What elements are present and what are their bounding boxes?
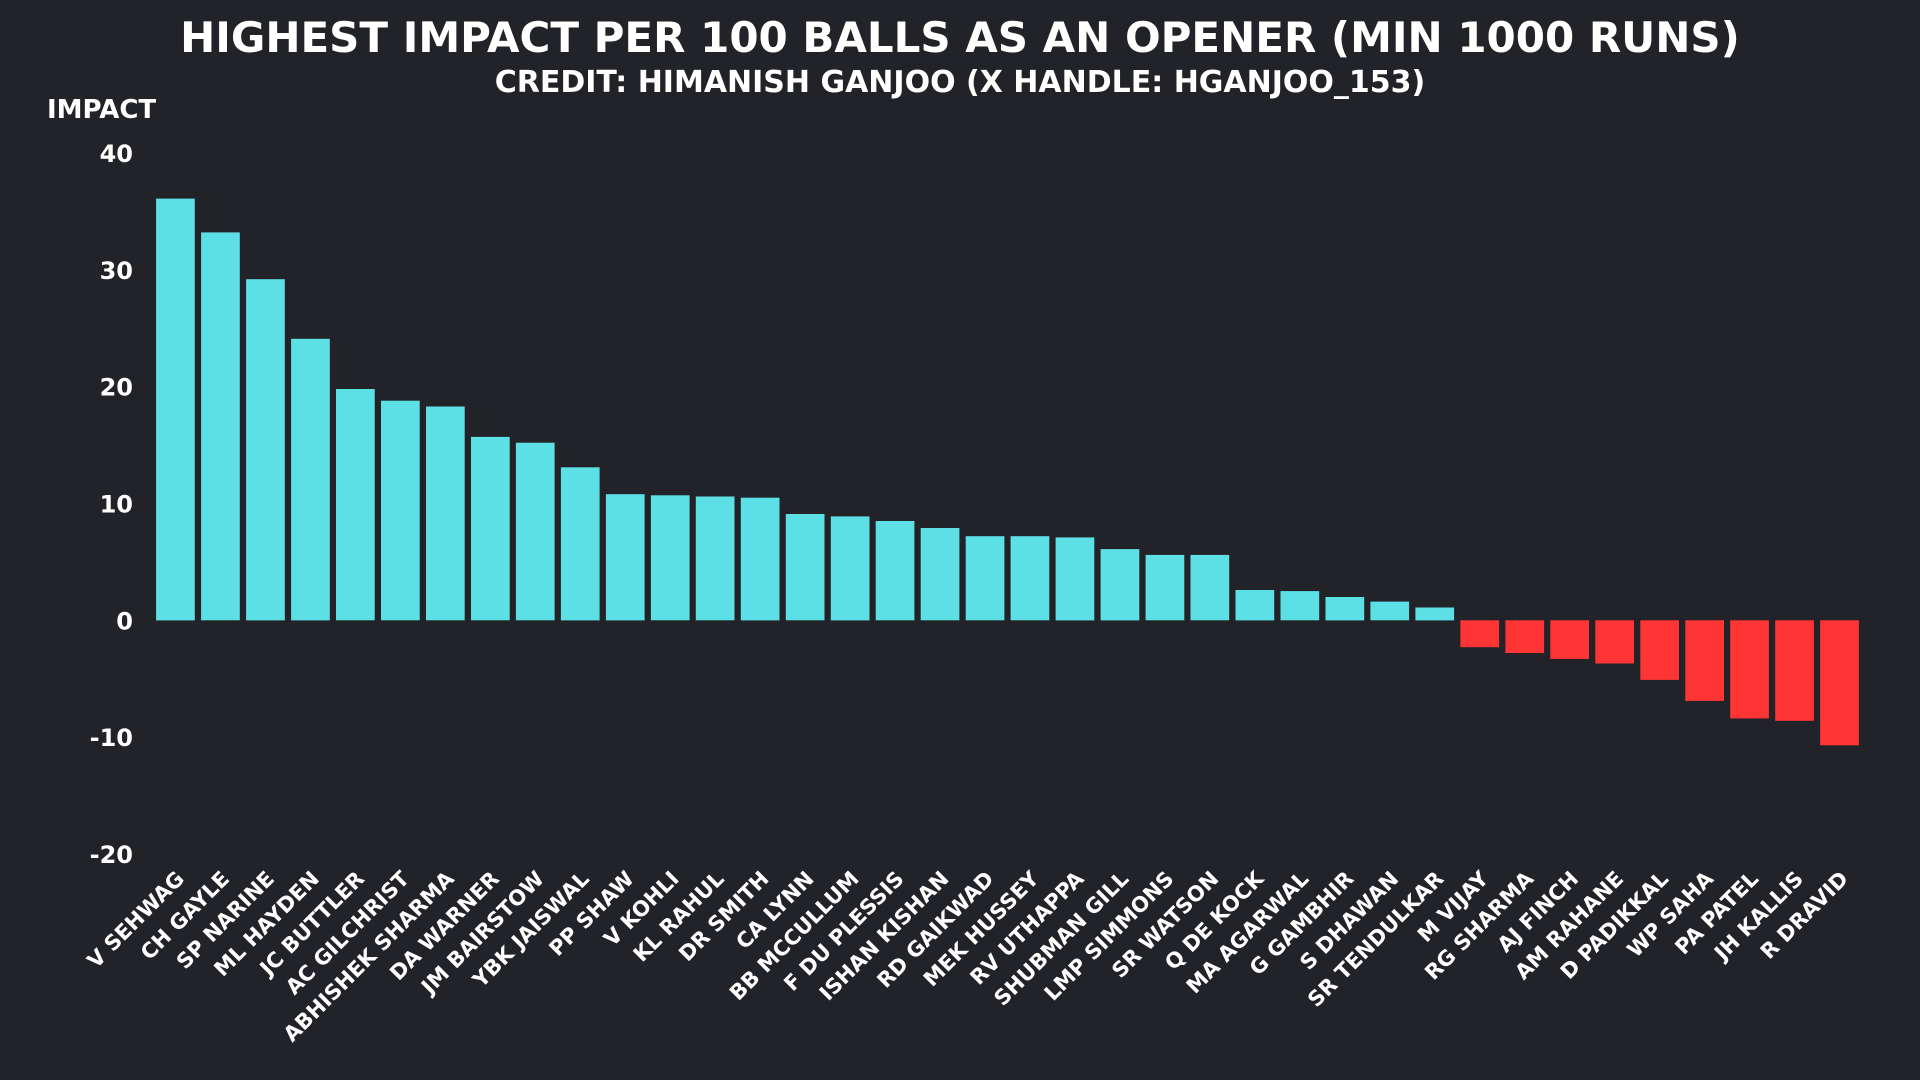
y-tick-label: 40 [100, 140, 133, 168]
bar[interactable] [1010, 536, 1050, 621]
bar[interactable] [1370, 601, 1410, 621]
bar[interactable] [336, 389, 375, 621]
bar[interactable] [875, 521, 915, 621]
bar[interactable] [1190, 554, 1230, 621]
bar[interactable] [830, 516, 870, 621]
bar[interactable] [426, 406, 465, 621]
bar[interactable] [1685, 620, 1724, 701]
chart-subtitle: CREDIT: HIMANISH GANJOO (X HANDLE: HGANJ… [495, 65, 1426, 100]
bar[interactable] [1055, 537, 1095, 621]
bar[interactable] [560, 467, 600, 621]
bar[interactable] [1640, 620, 1679, 680]
y-tick-label: 10 [100, 491, 133, 519]
bar[interactable] [1460, 620, 1500, 648]
y-tick-label: 30 [100, 257, 133, 285]
bars-group [156, 198, 1859, 746]
y-tick-label: 20 [100, 374, 133, 402]
bar[interactable] [246, 279, 285, 621]
bar[interactable] [515, 442, 555, 621]
bar[interactable] [1595, 620, 1634, 664]
bar[interactable] [1415, 607, 1455, 621]
bar[interactable] [605, 494, 645, 621]
bar[interactable] [1100, 549, 1140, 621]
bar[interactable] [1235, 590, 1275, 621]
bar[interactable] [965, 536, 1005, 621]
bar[interactable] [1145, 554, 1185, 621]
bar[interactable] [291, 338, 330, 621]
bar[interactable] [920, 528, 960, 621]
bar[interactable] [1775, 620, 1814, 721]
bar[interactable] [650, 495, 690, 621]
bar[interactable] [381, 400, 420, 621]
bar[interactable] [1505, 620, 1545, 653]
bar[interactable] [1730, 620, 1769, 719]
bar[interactable] [695, 496, 735, 621]
bar[interactable] [1325, 597, 1365, 621]
bar[interactable] [785, 514, 825, 621]
y-tick-label: 0 [116, 607, 133, 635]
bar[interactable] [1280, 591, 1320, 621]
bar[interactable] [740, 497, 780, 621]
y-tick-label: -20 [90, 841, 133, 869]
chart-title: HIGHEST IMPACT PER 100 BALLS AS AN OPENE… [180, 13, 1740, 62]
bar[interactable] [471, 436, 510, 621]
y-axis-ticks: 40 30 20 10 0 -10 -20 [90, 140, 133, 869]
bar[interactable] [1820, 620, 1859, 746]
bar[interactable] [156, 198, 195, 621]
bar[interactable] [1550, 620, 1589, 659]
y-tick-label: -10 [90, 724, 133, 752]
y-axis-label: IMPACT [47, 95, 156, 125]
bar[interactable] [201, 232, 240, 621]
